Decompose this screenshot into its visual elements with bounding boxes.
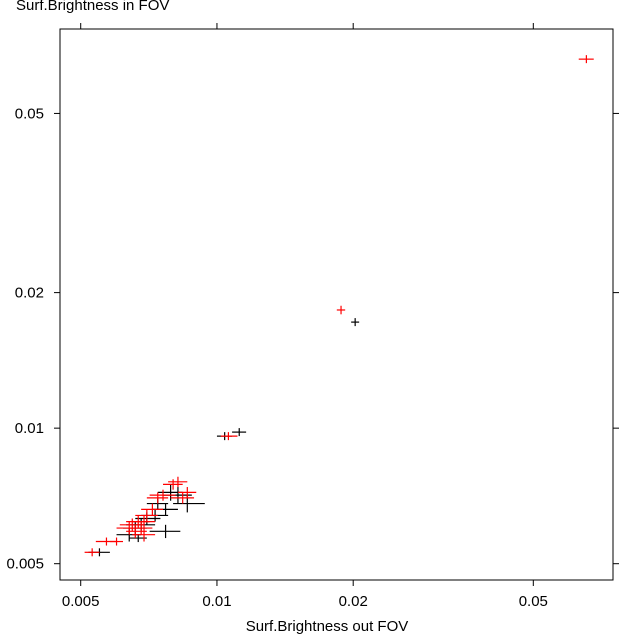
data-point (578, 55, 594, 64)
plot-frame (59, 28, 614, 581)
y-tick-label: 0.02 (15, 285, 44, 302)
x-tick-label: 0.005 (62, 593, 100, 610)
data-point (351, 318, 360, 327)
data-point (220, 432, 238, 441)
data-point (177, 487, 197, 498)
series-1 (84, 55, 594, 557)
y-tick-label: 0.01 (15, 420, 44, 437)
data-point (135, 512, 161, 525)
data-point (84, 548, 100, 557)
series-0 (88, 318, 360, 557)
data-point (132, 515, 156, 529)
chart-title: Surf.Brightness in FOV (16, 0, 170, 14)
x-axis-label: Surf.Brightness out FOV (245, 618, 409, 635)
data-point (163, 479, 183, 490)
data-point (135, 509, 158, 522)
y-tick-label: 0.005 (6, 556, 44, 573)
axes-group (59, 28, 614, 581)
data-point (146, 492, 169, 504)
data-point (232, 428, 247, 437)
data-point (119, 518, 145, 532)
data-point (132, 528, 156, 542)
data-point (149, 524, 181, 539)
data-point (126, 524, 147, 539)
ticks-group: 0.005 0.01 0.02 0.05 0.005 0.01 0.02 0.05 (6, 23, 619, 610)
data-point (336, 305, 346, 315)
x-tick-label: 0.02 (339, 593, 368, 610)
data-point (170, 492, 195, 504)
data-point (141, 503, 164, 516)
data-point (129, 521, 153, 535)
data-point (168, 476, 188, 488)
points-group (84, 55, 594, 557)
data-point (149, 489, 176, 501)
x-tick-label: 0.05 (519, 593, 548, 610)
data-point (109, 537, 123, 546)
x-tick-label: 0.01 (202, 593, 231, 610)
y-tick-label: 0.05 (15, 105, 44, 122)
